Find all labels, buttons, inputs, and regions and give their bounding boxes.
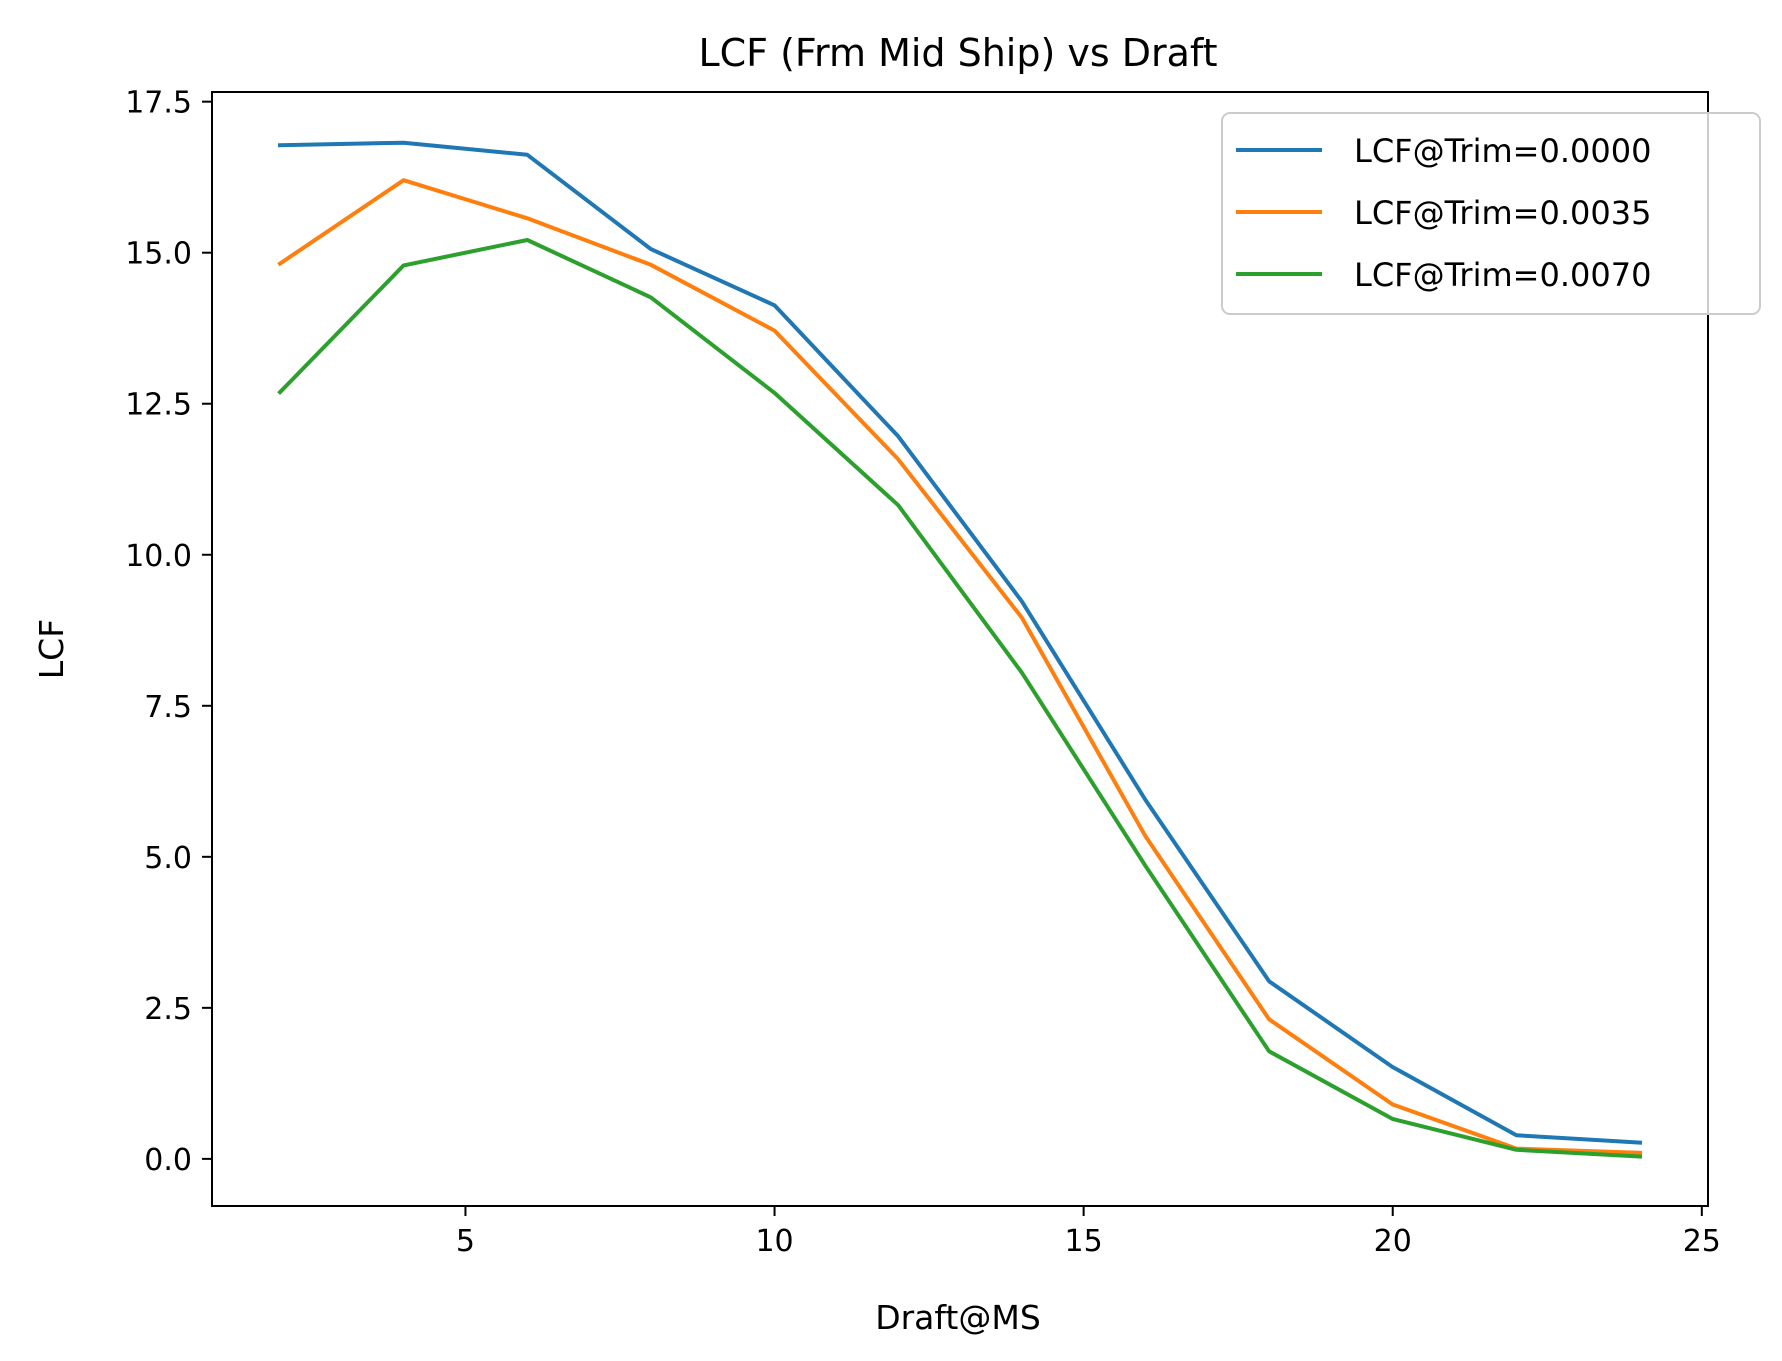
x-tick-label: 10 (755, 1224, 793, 1259)
y-tick-label: 2.5 (144, 992, 192, 1027)
y-tick-label: 10.0 (125, 539, 192, 574)
legend-label-3: LCF@Trim=0.0070 (1354, 256, 1651, 294)
series-line-2 (277, 178, 1643, 1155)
x-axis-ticks: 5 10 15 20 25 (456, 1206, 1721, 1259)
chart-title: LCF (Frm Mid Ship) vs Draft (698, 31, 1217, 75)
x-tick-label: 25 (1683, 1224, 1721, 1259)
y-axis-ticks: 0.0 2.5 5.0 7.5 10.0 12.5 15.0 17.5 (125, 86, 212, 1178)
legend: LCF@Trim=0.0000 LCF@Trim=0.0035 LCF@Trim=0… (1221, 112, 1761, 315)
x-tick-label: 15 (1065, 1224, 1103, 1259)
legend-frame (1221, 112, 1761, 315)
x-tick-label: 20 (1374, 1224, 1412, 1259)
series-line-3 (277, 238, 1643, 1159)
y-tick-label: 0.0 (144, 1143, 192, 1178)
x-axis-label: Draft@MS (875, 1298, 1041, 1337)
series-line-1 (277, 140, 1643, 1145)
y-tick-label: 12.5 (125, 388, 192, 423)
plot-lines (277, 140, 1643, 1159)
legend-label-1: LCF@Trim=0.0000 (1354, 132, 1651, 170)
x-tick-label: 5 (456, 1224, 475, 1259)
plot-area-frame (211, 91, 1709, 1207)
y-tick-label: 17.5 (125, 86, 192, 121)
legend-label-2: LCF@Trim=0.0035 (1354, 194, 1651, 232)
y-tick-label: 7.5 (144, 690, 192, 725)
y-tick-label: 15.0 (125, 237, 192, 272)
y-tick-label: 5.0 (144, 841, 192, 876)
y-axis-label: LCF (32, 619, 71, 679)
